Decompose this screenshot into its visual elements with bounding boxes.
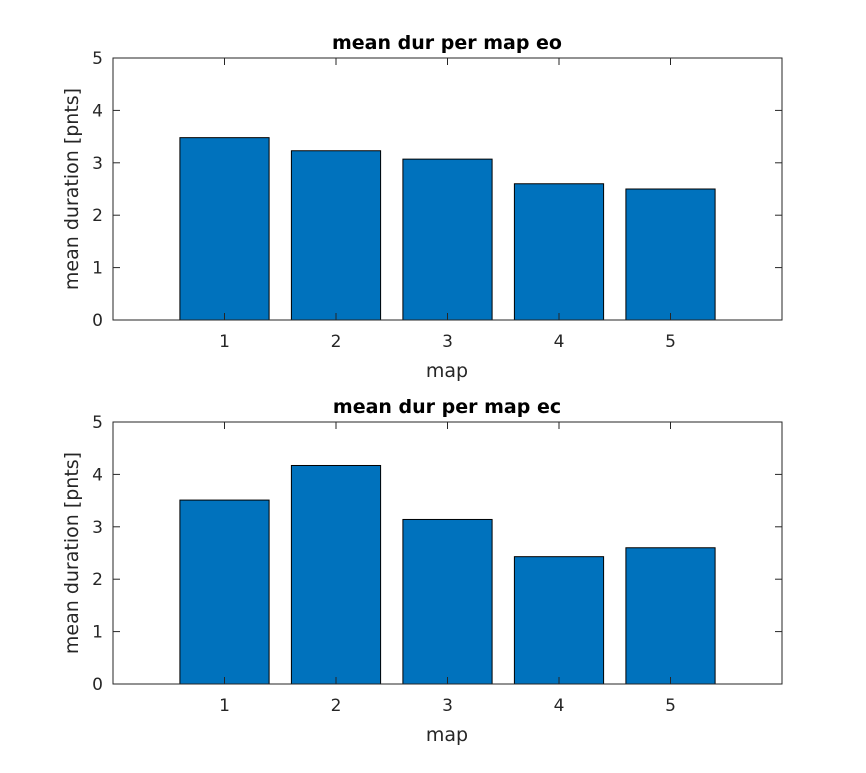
chart-title: mean dur per map eo [332, 32, 562, 54]
x-tick-label: 4 [554, 332, 565, 352]
x-tick-label: 1 [219, 332, 230, 352]
y-tick-label: 1 [92, 623, 103, 643]
bar-2 [290, 464, 382, 685]
x-tick-label: 5 [665, 332, 676, 352]
y-tick-label: 2 [92, 206, 103, 226]
x-tick-label: 3 [442, 332, 453, 352]
x-tick-label: 3 [442, 696, 453, 716]
bar-4 [513, 556, 605, 685]
bar-1 [179, 499, 270, 685]
y-tick-label: 0 [92, 311, 103, 331]
y-axis-label: mean duration [pnts] [61, 88, 83, 290]
y-tick-label: 5 [92, 413, 103, 433]
bar-3 [402, 158, 493, 321]
x-axis-label: map [426, 360, 468, 382]
chart-panel-ec: mean dur per map ec 1 2 3 4 5 0 1 2 3 4 5 map mean… [61, 396, 783, 746]
x-tick-label: 1 [219, 696, 230, 716]
y-tick-label: 5 [92, 49, 103, 69]
bars [179, 464, 716, 685]
bar-1 [179, 137, 270, 321]
bars [179, 137, 716, 321]
y-tick-label: 0 [92, 675, 103, 695]
bar-3 [402, 518, 493, 685]
x-tick-label: 5 [665, 696, 676, 716]
bar-4 [513, 183, 605, 321]
x-tick-label: 2 [331, 332, 342, 352]
y-tick-label: 4 [92, 101, 103, 121]
x-tick-label: 4 [554, 696, 565, 716]
y-tick-label: 3 [92, 518, 103, 538]
x-tick-label: 2 [331, 696, 342, 716]
ticks: 1 2 3 4 5 0 1 2 3 4 5 [92, 413, 782, 716]
bar-5 [625, 547, 716, 685]
bar-2 [290, 150, 382, 321]
chart-panel-eo: mean dur per map eo 1 2 3 4 5 0 1 2 3 4 5 map mean… [61, 32, 783, 382]
x-axis-label: map [426, 724, 468, 746]
chart-title: mean dur per map ec [333, 396, 561, 418]
y-axis-label: mean duration [pnts] [61, 452, 83, 654]
y-tick-label: 3 [92, 154, 103, 174]
bar-5 [625, 188, 716, 321]
y-tick-label: 1 [92, 259, 103, 279]
ticks: 1 2 3 4 5 0 1 2 3 4 5 [92, 49, 782, 352]
y-tick-label: 4 [92, 465, 103, 485]
y-tick-label: 2 [92, 570, 103, 590]
